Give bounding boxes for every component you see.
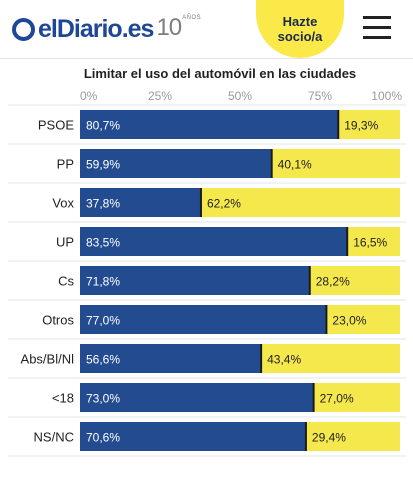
bar-divider bbox=[270, 149, 273, 178]
x-tick-label: 0% bbox=[80, 89, 98, 103]
bar-segment-a bbox=[80, 149, 272, 178]
category-label: PP bbox=[57, 157, 74, 172]
become-member-button[interactable]: Hazte socio/a bbox=[256, 0, 344, 58]
bar-divider bbox=[304, 422, 307, 451]
menu-line bbox=[363, 36, 391, 39]
menu-line bbox=[363, 26, 391, 29]
category-label: PSOE bbox=[38, 118, 74, 133]
bar-divider bbox=[308, 266, 311, 295]
data-label-b: 43,4% bbox=[267, 353, 301, 367]
data-label-a: 37,8% bbox=[86, 197, 120, 211]
hamburger-menu-icon[interactable] bbox=[363, 15, 393, 41]
x-tick-label: 75% bbox=[308, 89, 332, 103]
category-label: UP bbox=[56, 235, 74, 250]
bar-divider bbox=[312, 383, 315, 412]
logo-ring-icon bbox=[12, 17, 35, 41]
bar-divider bbox=[337, 110, 340, 139]
bar-segment-b bbox=[309, 266, 400, 295]
bar-segment-b bbox=[326, 305, 400, 334]
bar-segment-a bbox=[80, 383, 314, 412]
anniversary-number: 10 bbox=[156, 14, 182, 41]
cta-line-1: Hazte bbox=[282, 14, 318, 29]
data-label-a: 71,8% bbox=[86, 275, 120, 289]
data-label-a: 56,6% bbox=[86, 353, 120, 367]
bar-segment-b bbox=[261, 344, 400, 373]
bar-segment-a bbox=[80, 110, 339, 139]
bar-segment-a bbox=[80, 266, 310, 295]
bar-divider bbox=[325, 305, 328, 334]
cta-line-2: socio/a bbox=[277, 29, 323, 44]
bar-segment-b bbox=[305, 422, 400, 451]
data-label-b: 40,1% bbox=[278, 158, 312, 172]
logo-wordmark: elDiario.es bbox=[38, 14, 154, 43]
data-label-a: 77,0% bbox=[86, 314, 120, 328]
data-label-a: 83,5% bbox=[86, 236, 120, 250]
chart-title: Limitar el uso del automóvil en las ciud… bbox=[84, 66, 356, 81]
category-label: Abs/Bl/Nl bbox=[21, 352, 75, 367]
category-label: Otros bbox=[42, 313, 74, 328]
category-label: <18 bbox=[52, 391, 74, 406]
data-label-a: 70,6% bbox=[86, 431, 120, 445]
bar-divider bbox=[260, 344, 263, 373]
data-label-a: 80,7% bbox=[86, 119, 120, 133]
bar-segment-b bbox=[347, 227, 400, 256]
anniversary-label: AÑOS bbox=[182, 15, 202, 21]
data-label-b: 23,0% bbox=[332, 314, 366, 328]
bar-segment-b bbox=[338, 110, 400, 139]
x-tick-label: 100% bbox=[371, 89, 402, 103]
data-label-b: 29,4% bbox=[312, 431, 346, 445]
x-tick-label: 50% bbox=[228, 89, 252, 103]
data-label-b: 28,2% bbox=[316, 275, 350, 289]
anniversary-badge: 10 AÑOS bbox=[156, 14, 201, 42]
data-label-a: 73,0% bbox=[86, 392, 120, 406]
menu-line bbox=[363, 16, 391, 19]
bar-segment-a bbox=[80, 227, 348, 256]
bar-segment-a bbox=[80, 188, 201, 217]
category-label: NS/NC bbox=[34, 430, 74, 445]
data-label-b: 16,5% bbox=[353, 236, 387, 250]
x-tick-label: 25% bbox=[148, 89, 172, 103]
bar-segment-a bbox=[80, 305, 327, 334]
data-label-b: 62,2% bbox=[207, 197, 241, 211]
bar-segment-b bbox=[313, 383, 400, 412]
bar-segment-a bbox=[80, 344, 262, 373]
category-label: Cs bbox=[58, 274, 74, 289]
category-label: Vox bbox=[52, 196, 74, 211]
stacked-bar-chart: Limitar el uso del automóvil en las ciud… bbox=[8, 66, 406, 457]
site-header: elDiario.es 10 AÑOS Hazte socio/a bbox=[0, 0, 413, 59]
data-label-b: 19,3% bbox=[344, 119, 378, 133]
data-label-b: 27,0% bbox=[320, 392, 354, 406]
site-logo[interactable]: elDiario.es 10 AÑOS bbox=[12, 14, 201, 44]
bar-divider bbox=[346, 227, 349, 256]
data-label-a: 59,9% bbox=[86, 158, 120, 172]
bar-segment-b bbox=[271, 149, 400, 178]
bar-segment-a bbox=[80, 422, 306, 451]
bar-segment-b bbox=[200, 188, 400, 217]
bar-divider bbox=[199, 188, 202, 217]
